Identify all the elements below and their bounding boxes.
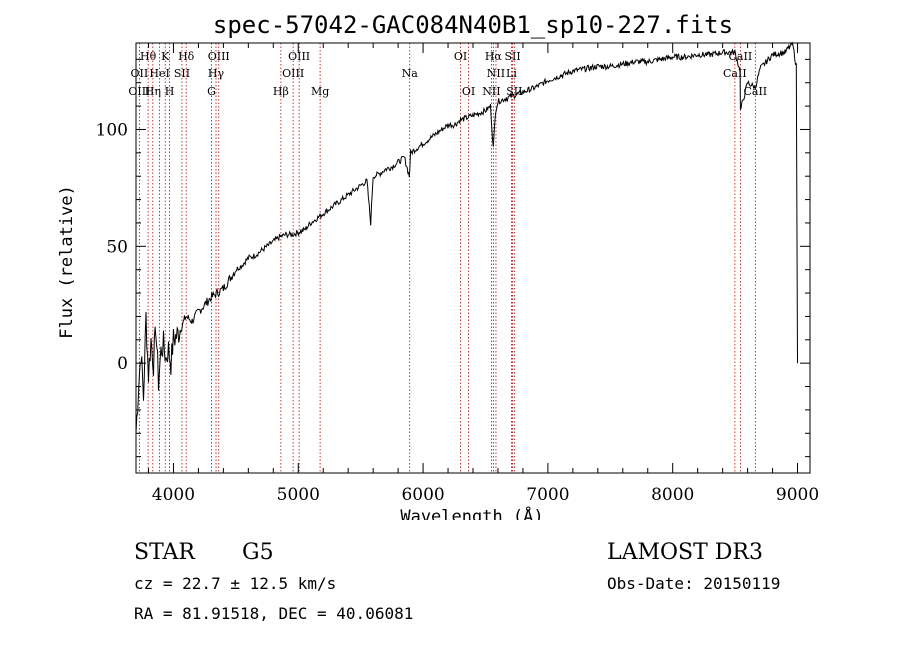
y-axis-ticks: 0 50 100	[96, 58, 810, 458]
spectral-line-markers	[138, 43, 756, 473]
line-label: Hβ	[273, 85, 289, 98]
line-label: NII	[487, 67, 505, 80]
line-label: OII	[131, 67, 149, 80]
line-label: SII	[504, 50, 520, 63]
line-label: Hδ	[178, 50, 195, 63]
line-label: OI	[454, 50, 467, 63]
x-axis-label: Wavelength (Å)	[400, 505, 543, 520]
y-axis-label: Flux (relative)	[57, 185, 77, 339]
y-tick-label: 100	[96, 120, 128, 140]
line-label: CaII	[743, 85, 767, 98]
coordinates-readout: RA = 81.91518, DEC = 40.06081	[134, 604, 414, 623]
chart-title: spec-57042-GAC084N40B1_sp10-227.fits	[213, 11, 733, 39]
line-label: CaII	[729, 50, 753, 63]
redshift-readout: cz = 22.7 ± 12.5 km/s	[134, 574, 337, 593]
line-label: Hθ	[140, 50, 157, 63]
line-label: CaII	[723, 67, 747, 80]
line-label: Hα	[485, 50, 503, 63]
y-tick-label: 0	[117, 354, 128, 374]
spectrum-series-line	[135, 41, 798, 434]
x-tick-label: 7000	[526, 485, 569, 505]
line-label: G	[207, 85, 216, 98]
line-label: OI	[462, 85, 475, 98]
line-label: H	[165, 85, 175, 98]
line-label: HeI	[149, 67, 169, 80]
line-label: OIII	[288, 50, 310, 63]
x-tick-label: 5000	[277, 485, 320, 505]
line-label: NII	[482, 85, 500, 98]
x-tick-label: 4000	[152, 485, 195, 505]
line-label: OIII	[282, 67, 304, 80]
x-tick-label: 9000	[776, 485, 819, 505]
plot-frame	[135, 42, 811, 474]
line-label: OIII	[128, 85, 150, 98]
line-label: Li	[506, 67, 517, 80]
x-axis-ticks: 4000 5000 6000 7000 8000 9000	[147, 43, 819, 505]
line-label: Hγ	[208, 67, 225, 80]
survey-name: LAMOST DR3	[607, 540, 763, 565]
y-tick-label: 50	[106, 237, 128, 257]
observation-date: Obs-Date: 20150119	[607, 574, 781, 593]
line-label: Mg	[311, 85, 329, 98]
line-label: K	[161, 50, 170, 63]
line-label: SII	[174, 67, 190, 80]
object-subclass: G5	[242, 540, 274, 565]
x-tick-label: 8000	[651, 485, 694, 505]
line-label: Hη	[145, 85, 161, 98]
object-type: STAR	[134, 540, 195, 565]
line-label: Na	[402, 67, 419, 80]
line-label: OIII	[208, 50, 230, 63]
x-tick-label: 6000	[401, 485, 444, 505]
